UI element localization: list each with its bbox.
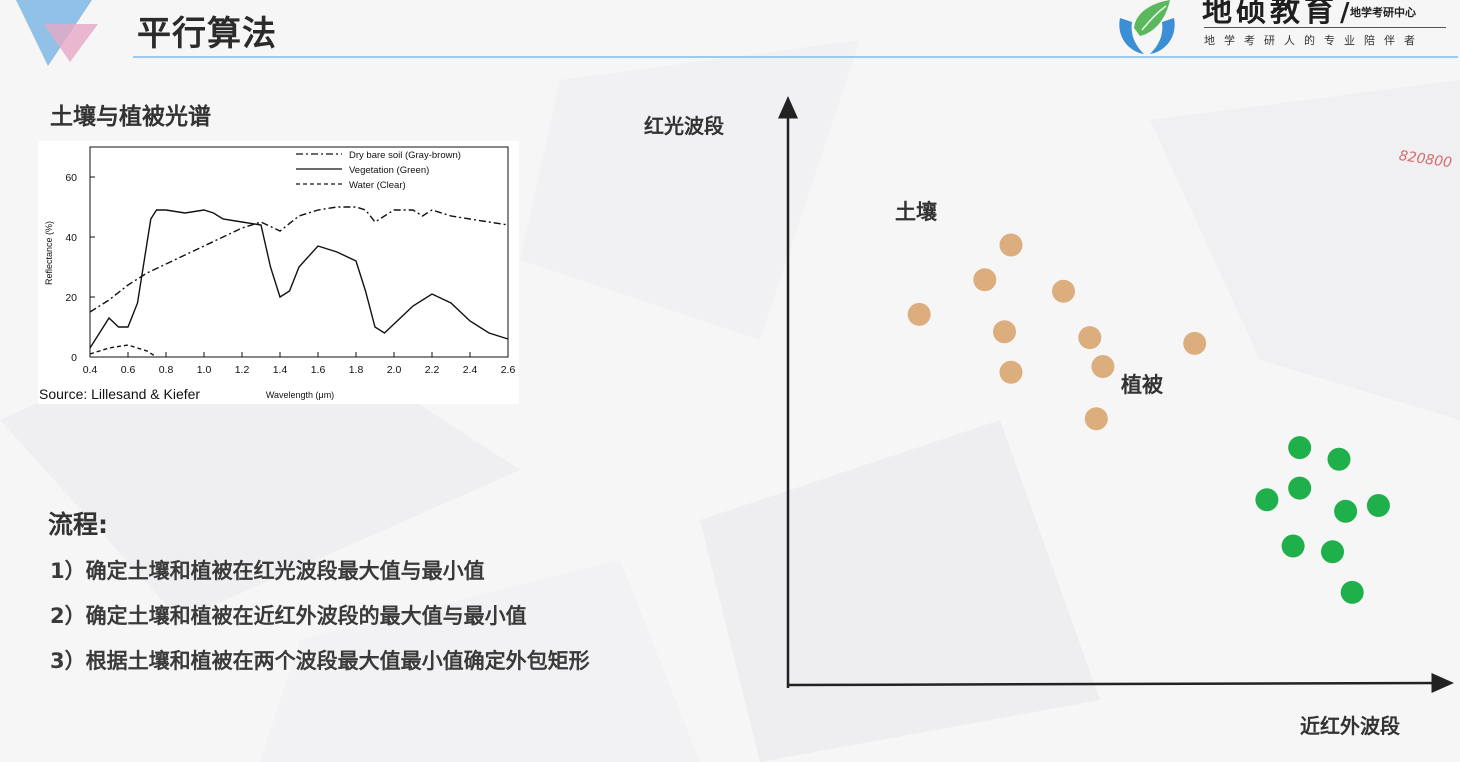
- spectrum-x-tick-label: 2.6: [501, 364, 516, 376]
- soil-point: [999, 360, 1023, 384]
- brand-divider: /: [1340, 0, 1350, 28]
- soil-cluster-label: 土壤: [895, 200, 938, 224]
- leaf-hand-logo-icon: [1119, 0, 1175, 54]
- brand-rule: [1204, 27, 1446, 28]
- vegetation-cluster-label: 植被: [1121, 373, 1164, 397]
- spectrum-x-tick-label: 2.4: [463, 364, 478, 376]
- spectrum-y-tick-label: 40: [65, 232, 77, 244]
- process-step-3: 3）根据土壤和植被在两个波段最大值最小值确定外包矩形: [50, 649, 590, 673]
- brand-name: 地硕教育: [1202, 0, 1338, 29]
- soil-point: [1183, 331, 1207, 355]
- spectrum-y-tick-label: 0: [71, 352, 77, 364]
- vegetation-point: [1340, 580, 1364, 604]
- spectrum-legend-label: Dry bare soil (Gray-brown): [349, 150, 461, 161]
- soil-point: [973, 268, 997, 292]
- vegetation-point: [1321, 540, 1344, 564]
- soil-point: [1078, 326, 1102, 350]
- brand-slogan: 地学考研人的专业陪伴者: [1204, 34, 1424, 47]
- spectrum-legend-label: Vegetation (Green): [349, 165, 429, 176]
- process-step-2: 2）确定土壤和植被在近红外波段的最大值与最小值: [50, 604, 527, 628]
- soil-point: [993, 320, 1016, 344]
- spectrum-source: Source: Lillesand & Kiefer: [39, 386, 201, 402]
- process-step-1: 1）确定土壤和植被在红光波段最大值与最小值: [50, 559, 485, 583]
- spectrum-y-tick-label: 20: [65, 292, 77, 304]
- soil-point: [1091, 355, 1115, 378]
- vegetation-point: [1255, 488, 1279, 512]
- corner-triangle-decoration: [16, 0, 98, 66]
- spectrum-chart: 0.4 0.6 0.8 1.0 1.2 1.4 1.6 1.8 2.0 2.2 2.4 2.6 0 20 4…: [44, 146, 516, 400]
- spectrum-x-tick-label: 2.2: [425, 364, 440, 376]
- spectrum-x-axis-label: Wavelength (μm): [266, 390, 334, 400]
- spectrum-legend-label: Water (Clear): [349, 180, 406, 191]
- spectrum-chart-card: 0.4 0.6 0.8 1.0 1.2 1.4 1.6 1.8 2.0 2.2 2.4 2.6 0 20 4…: [38, 141, 519, 404]
- page-title: 平行算法: [137, 14, 277, 54]
- spectrum-y-axis-label: Reflectance (%): [44, 221, 54, 285]
- spectrum-x-tick-label: 2.0: [387, 364, 402, 376]
- spectrum-plot-frame: [89, 146, 509, 358]
- brand-subtitle: 地学考研中心: [1350, 6, 1416, 19]
- vegetation-point: [1327, 447, 1351, 471]
- title-underline: [133, 56, 1458, 58]
- spectrum-x-tick-label: 1.6: [311, 364, 326, 376]
- scatter-x-axis-label: 近红外波段: [1300, 714, 1400, 738]
- scatter-y-axis-label: 红光波段: [644, 114, 724, 138]
- spectrum-x-tick-label: 0.6: [121, 364, 136, 376]
- soil-point: [999, 233, 1023, 257]
- process-heading: 流程:: [48, 510, 108, 539]
- spectrum-x-tick-label: 0.4: [83, 364, 98, 376]
- soil-point: [1084, 407, 1108, 431]
- spectrum-x-tick-label: 1.2: [235, 364, 250, 376]
- vegetation-point: [1334, 499, 1358, 523]
- soil-point: [1052, 279, 1075, 303]
- spectrum-x-tick-label: 1.8: [349, 364, 364, 376]
- vegetation-point: [1366, 494, 1390, 517]
- vegetation-point: [1288, 476, 1312, 500]
- brand-logo: 地硕教育 / 地学考研中心 地学考研人的专业陪伴者: [1106, 0, 1460, 60]
- spectrum-y-tick-label: 60: [65, 172, 77, 184]
- spectrum-series-dash-dot: [89, 206, 509, 313]
- spectrum-x-tick-label: 1.4: [273, 364, 288, 376]
- vegetation-point: [1281, 534, 1305, 558]
- scatter-x-axis: [787, 673, 1454, 694]
- spectrum-heading: 土壤与植被光谱: [50, 104, 211, 130]
- spectrum-series-dashed: [89, 344, 157, 358]
- vegetation-point: [1288, 436, 1312, 460]
- soil-point: [907, 302, 931, 326]
- spectrum-x-tick-label: 1.0: [197, 364, 212, 376]
- spectrum-series-solid: [89, 209, 509, 349]
- spectrum-x-tick-label: 0.8: [159, 364, 174, 376]
